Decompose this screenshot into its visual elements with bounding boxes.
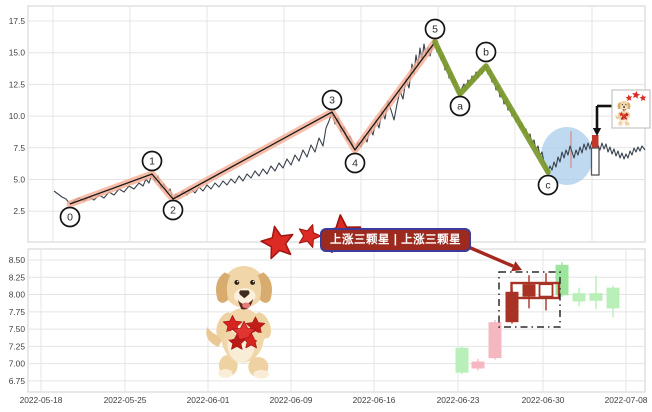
candle	[606, 285, 620, 318]
three-stars-red-rect	[510, 281, 561, 300]
svg-text:4: 4	[352, 158, 358, 170]
wave-point-label: 4	[344, 152, 366, 174]
y-axis-tick-label: 8.25	[9, 272, 26, 282]
y-axis-tick-label: 7.75	[9, 307, 26, 317]
svg-text:b: b	[483, 47, 489, 59]
bottom-chart-border	[27, 248, 646, 393]
wave-point-label: 5	[424, 18, 446, 40]
wave-point-label: 3	[321, 89, 343, 111]
y-axis-tick-label: 8.00	[9, 290, 26, 300]
banner-arrow	[465, 244, 522, 272]
candle	[555, 262, 569, 297]
correction-wave-line	[432, 39, 551, 175]
x-axis-date-label: 2022-06-16	[353, 395, 396, 405]
wave-point-label: 1	[141, 150, 163, 172]
x-axis-date-label: 2022-06-23	[437, 395, 480, 405]
bottom-chart: 2022-05-18 2022-05-25 2022-06-01 2022-06-09…	[9, 244, 648, 405]
wave-point-label: c	[537, 174, 559, 196]
red-candle-marker	[592, 135, 599, 148]
y-axis-tick-label: 7.50	[9, 324, 26, 334]
x-axis-date-label: 2022-05-25	[104, 395, 147, 405]
y-axis-tick-label: 8.50	[9, 255, 26, 265]
y-axis-tick-label: 7.25	[9, 341, 26, 351]
candle	[471, 358, 485, 371]
x-axis-date-label: 2022-06-01	[187, 395, 230, 405]
candle	[455, 346, 469, 375]
candle	[538, 273, 554, 311]
x-axis-date-label: 2022-05-18	[20, 395, 63, 405]
y-axis-tick-label: 2.5	[13, 206, 25, 216]
candle	[488, 320, 502, 360]
svg-text:2: 2	[170, 205, 176, 217]
price-line	[53, 41, 646, 205]
candle	[589, 275, 603, 310]
highlight-ellipse	[541, 127, 593, 185]
wave-point-label: b	[475, 41, 497, 63]
svg-text:c: c	[545, 180, 550, 192]
svg-text:5: 5	[432, 24, 438, 36]
svg-text:0: 0	[67, 212, 73, 224]
y-axis-tick-label: 12.5	[9, 79, 26, 89]
wave-point-label: 2	[162, 199, 184, 221]
callout-arrow	[592, 106, 602, 136]
wave-point-label: 0	[59, 206, 81, 228]
y-axis-tick-label: 7.5	[13, 143, 25, 153]
y-axis-tick-label: 17.5	[9, 16, 26, 26]
x-axis-date-label: 2022-07-08	[605, 395, 648, 405]
svg-text:3: 3	[329, 95, 335, 107]
pattern-banner: 上涨三颗星 | 上涨三颗星	[320, 228, 472, 252]
x-axis-date-label: 2022-06-09	[270, 395, 313, 405]
y-axis-tick-label: 5.0	[13, 175, 25, 185]
candle	[522, 275, 536, 309]
hollow-candle-marker	[590, 147, 600, 176]
pattern-dashdot-box	[498, 271, 561, 328]
top-chart: 17.5 15.0 12.5 10.0 7.5 5.0 2.5 0 1 2 3 4 5 a b c	[9, 5, 646, 243]
y-axis-tick-label: 10.0	[9, 111, 26, 121]
candle	[572, 287, 586, 307]
x-axis-date-label: 2022-06-30	[522, 395, 565, 405]
impulse-wave-line	[69, 41, 436, 205]
y-axis-tick-label: 15.0	[9, 48, 26, 58]
y-axis-tick-label: 6.75	[9, 376, 26, 386]
wave-point-label: a	[449, 95, 471, 117]
y-axis-tick-label: 7.00	[9, 359, 26, 369]
svg-text:a: a	[457, 101, 463, 113]
svg-text:1: 1	[149, 156, 155, 168]
